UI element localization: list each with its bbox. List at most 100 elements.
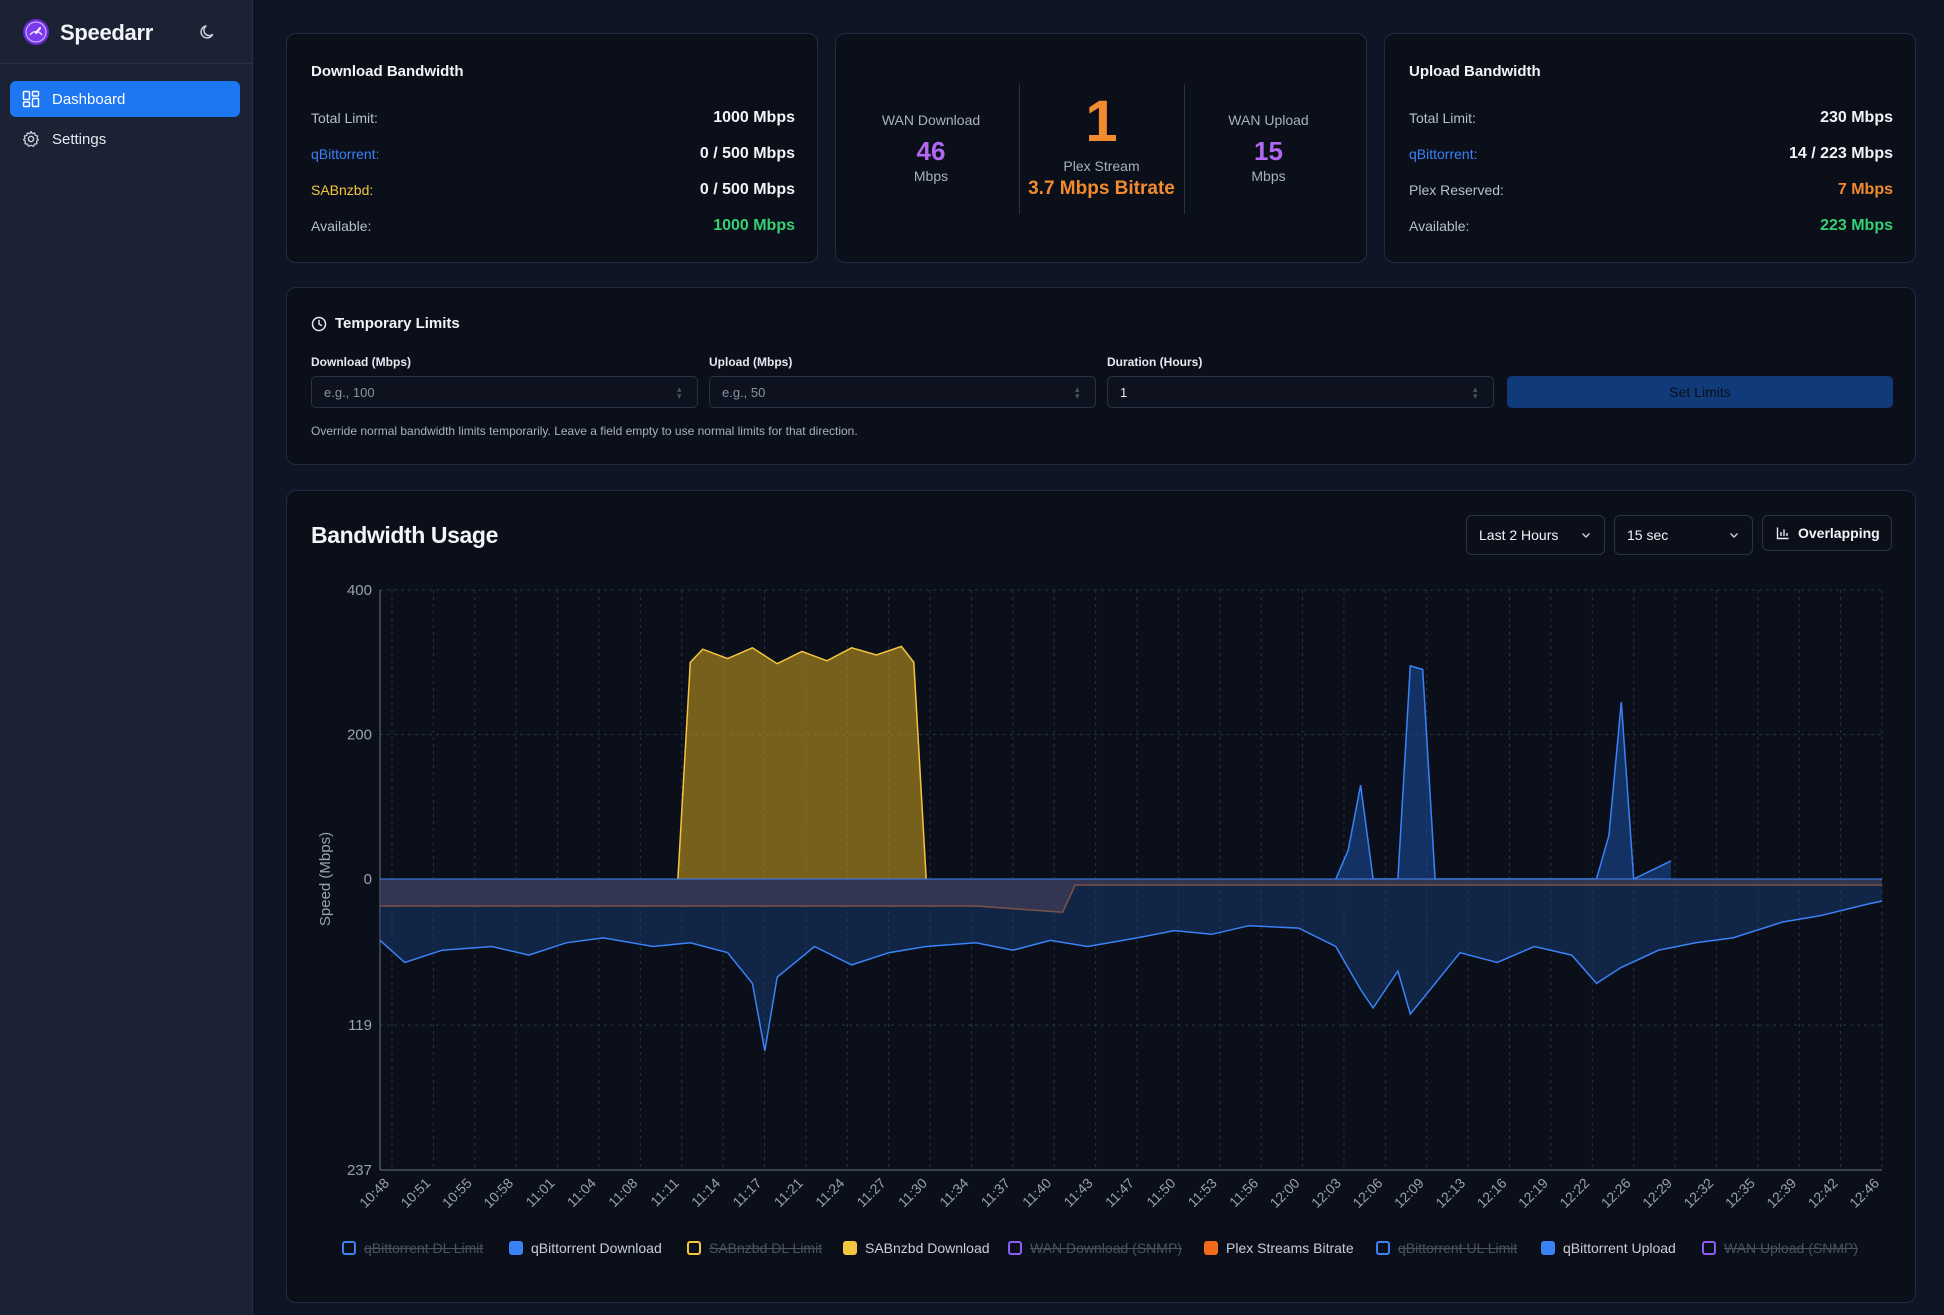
app-name: Speedarr (60, 20, 153, 45)
wan-download-unit: Mbps (913, 168, 949, 184)
x-tick-label: 11:34 (936, 1175, 972, 1211)
y-tick-label: 200 (347, 727, 372, 744)
legend-label: Plex Streams Bitrate (1226, 1240, 1354, 1256)
interval-select[interactable]: 15 sec (1614, 515, 1753, 555)
qbittorrent-upload-line (379, 900, 1883, 1052)
moon-icon[interactable] (199, 23, 217, 41)
x-tick-label: 11:47 (1102, 1175, 1138, 1211)
x-tick-label: 12:26 (1598, 1175, 1634, 1211)
upload-limit-input[interactable] (710, 377, 1095, 407)
x-tick-label: 11:04 (564, 1175, 600, 1211)
x-tick-label: 11:50 (1143, 1175, 1179, 1211)
time-range-select[interactable]: Last 2 Hours (1466, 515, 1605, 555)
wan-download-label: WAN Download (881, 112, 981, 128)
legend-swatch (509, 1241, 523, 1255)
x-tick-label: 10:48 (356, 1175, 392, 1211)
x-tick-label: 12:19 (1515, 1175, 1551, 1211)
x-tick-label: 12:03 (1308, 1175, 1344, 1211)
overlapping-toggle-button[interactable]: Overlapping (1762, 515, 1892, 551)
upload-bandwidth-card: Upload Bandwidth Total Limit: 230 Mbps q… (1384, 33, 1916, 263)
dashboard-icon (22, 90, 40, 108)
interval-value: 15 sec (1627, 527, 1669, 543)
x-tick-label: 12:22 (1556, 1175, 1592, 1211)
temporary-limits-hint: Override normal bandwidth limits tempora… (311, 424, 858, 438)
wan-upload-value: 15 (1254, 136, 1283, 166)
set-limits-button[interactable]: Set Limits (1507, 376, 1893, 408)
available-label: Available: (1409, 218, 1470, 234)
x-tick-label: 11:43 (1060, 1175, 1096, 1211)
card-title: Download Bandwidth (311, 63, 464, 80)
sidebar-item-settings[interactable]: Settings (10, 121, 240, 157)
x-tick-label: 11:08 (605, 1175, 641, 1211)
sidebar: Speedarr Dashboard Settings (0, 0, 253, 1315)
x-tick-label: 11:37 (978, 1175, 1014, 1211)
legend-swatch (342, 1241, 356, 1255)
stepper-icon[interactable]: ▴ ▾ (1473, 384, 1478, 401)
duration-field: ▴▾ (1107, 376, 1494, 408)
x-tick-label: 12:13 (1432, 1175, 1468, 1211)
legend-item[interactable]: WAN Download (SNMP) (1008, 1239, 1182, 1257)
x-tick-label: 11:40 (1019, 1175, 1055, 1211)
legend-item[interactable]: qBittorrent Download (509, 1239, 662, 1257)
x-tick-label: 11:14 (688, 1175, 724, 1211)
x-tick-label: 11:56 (1226, 1175, 1262, 1211)
available-value: 1000 Mbps (713, 217, 795, 234)
temporary-limits-card: Temporary Limits Download (Mbps) ▴▾ Uplo… (286, 287, 1916, 465)
y-tick-label: 119 (348, 1017, 372, 1034)
x-tick-label: 12:29 (1639, 1175, 1675, 1211)
legend-label: qBittorrent DL Limit (364, 1240, 484, 1256)
x-tick-label: 10:55 (439, 1175, 475, 1211)
download-field-label: Download (Mbps) (311, 355, 411, 369)
legend-item[interactable]: qBittorrent Upload (1541, 1239, 1676, 1257)
qbittorrent-value: 0 / 500 Mbps (699, 145, 795, 162)
y-tick-label: 237 (347, 1162, 372, 1179)
legend-swatch (1702, 1241, 1716, 1255)
legend-label: qBittorrent Upload (1563, 1240, 1676, 1256)
legend-swatch (1541, 1241, 1555, 1255)
legend-item[interactable]: Plex Streams Bitrate (1204, 1239, 1354, 1257)
legend-item[interactable]: WAN Upload (SNMP) (1702, 1239, 1858, 1257)
x-tick-label: 11:24 (812, 1175, 848, 1211)
duration-input[interactable] (1108, 377, 1493, 407)
sabnzbd-download-line (677, 645, 927, 880)
bar-chart-icon (1776, 527, 1789, 540)
total-limit-label: Total Limit: (1409, 110, 1476, 126)
legend-item[interactable]: qBittorrent UL Limit (1376, 1239, 1517, 1257)
sidebar-item-label: Settings (52, 130, 107, 148)
plex-stream-count: 1 (1085, 89, 1118, 154)
brand: Speedarr (0, 0, 253, 64)
stepper-icon[interactable]: ▴ ▾ (1075, 384, 1080, 401)
total-limit-value: 1000 Mbps (713, 109, 795, 126)
x-tick-label: 11:53 (1185, 1175, 1221, 1211)
available-label: Available: (311, 218, 372, 234)
download-limit-input[interactable] (312, 377, 697, 407)
legend-swatch (1376, 1241, 1390, 1255)
plex-reserved-value: 7 Mbps (1837, 181, 1893, 198)
sidebar-item-dashboard[interactable]: Dashboard (10, 81, 240, 117)
x-tick-label: 12:35 (1722, 1175, 1758, 1211)
legend-item[interactable]: SABnzbd Download (843, 1239, 990, 1257)
time-range-value: Last 2 Hours (1479, 527, 1559, 543)
qbittorrent-download-line (1335, 664, 1672, 881)
legend-swatch (1008, 1241, 1022, 1255)
download-limit-field: ▴▾ (311, 376, 698, 408)
chevron-down-icon (1582, 533, 1590, 538)
overlapping-label: Overlapping (1798, 525, 1880, 541)
legend-item[interactable]: SABnzbd DL Limit (687, 1239, 822, 1257)
legend-label: WAN Download (SNMP) (1030, 1240, 1182, 1256)
available-value: 223 Mbps (1820, 217, 1893, 234)
sidebar-item-label: Dashboard (52, 90, 126, 108)
x-tick-label: 10:51 (397, 1175, 433, 1211)
wan-upload-unit: Mbps (1251, 168, 1286, 184)
legend-item[interactable]: qBittorrent DL Limit (342, 1239, 483, 1257)
qbittorrent-label: qBittorrent: (311, 146, 380, 162)
x-tick-label: 11:30 (895, 1175, 931, 1211)
x-tick-label: 12:00 (1267, 1175, 1303, 1211)
wan-plex-card: WAN Download 46 Mbps 1 Plex Stream 3.7 M… (835, 33, 1367, 263)
legend-swatch (687, 1241, 701, 1255)
x-tick-label: 12:16 (1474, 1175, 1510, 1211)
duration-field-label: Duration (Hours) (1107, 355, 1203, 369)
legend-label: qBittorrent UL Limit (1398, 1240, 1518, 1256)
chevron-down-icon (1730, 533, 1738, 538)
stepper-icon[interactable]: ▴ ▾ (677, 384, 682, 401)
